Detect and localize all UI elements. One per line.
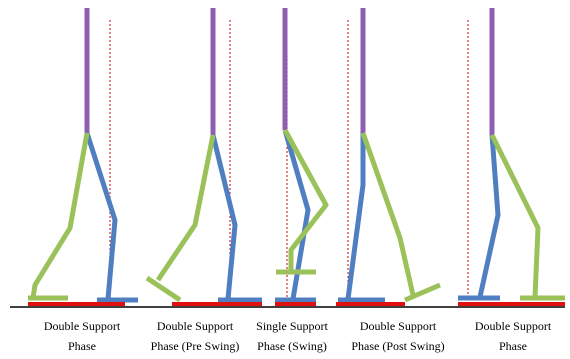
labels: Double Support Phase Double Support Phase (… — [44, 319, 552, 353]
phase-label: Double Support — [157, 319, 234, 333]
phase-label: Single Support — [256, 319, 328, 333]
phase-label: Double Support — [475, 319, 552, 333]
phase-label: Double Support — [44, 319, 121, 333]
phase-label: Phase — [68, 339, 96, 353]
phase-label: Phase (Post Swing) — [351, 339, 444, 353]
phase-label: Phase (Pre Swing) — [151, 339, 240, 353]
ground — [10, 304, 565, 307]
phase-label: Phase (Swing) — [257, 339, 327, 353]
figures — [28, 8, 565, 300]
gait-diagram: Double Support Phase Double Support Phase (… — [0, 0, 570, 359]
phase-label: Phase — [499, 339, 527, 353]
phase-label: Double Support — [360, 319, 437, 333]
